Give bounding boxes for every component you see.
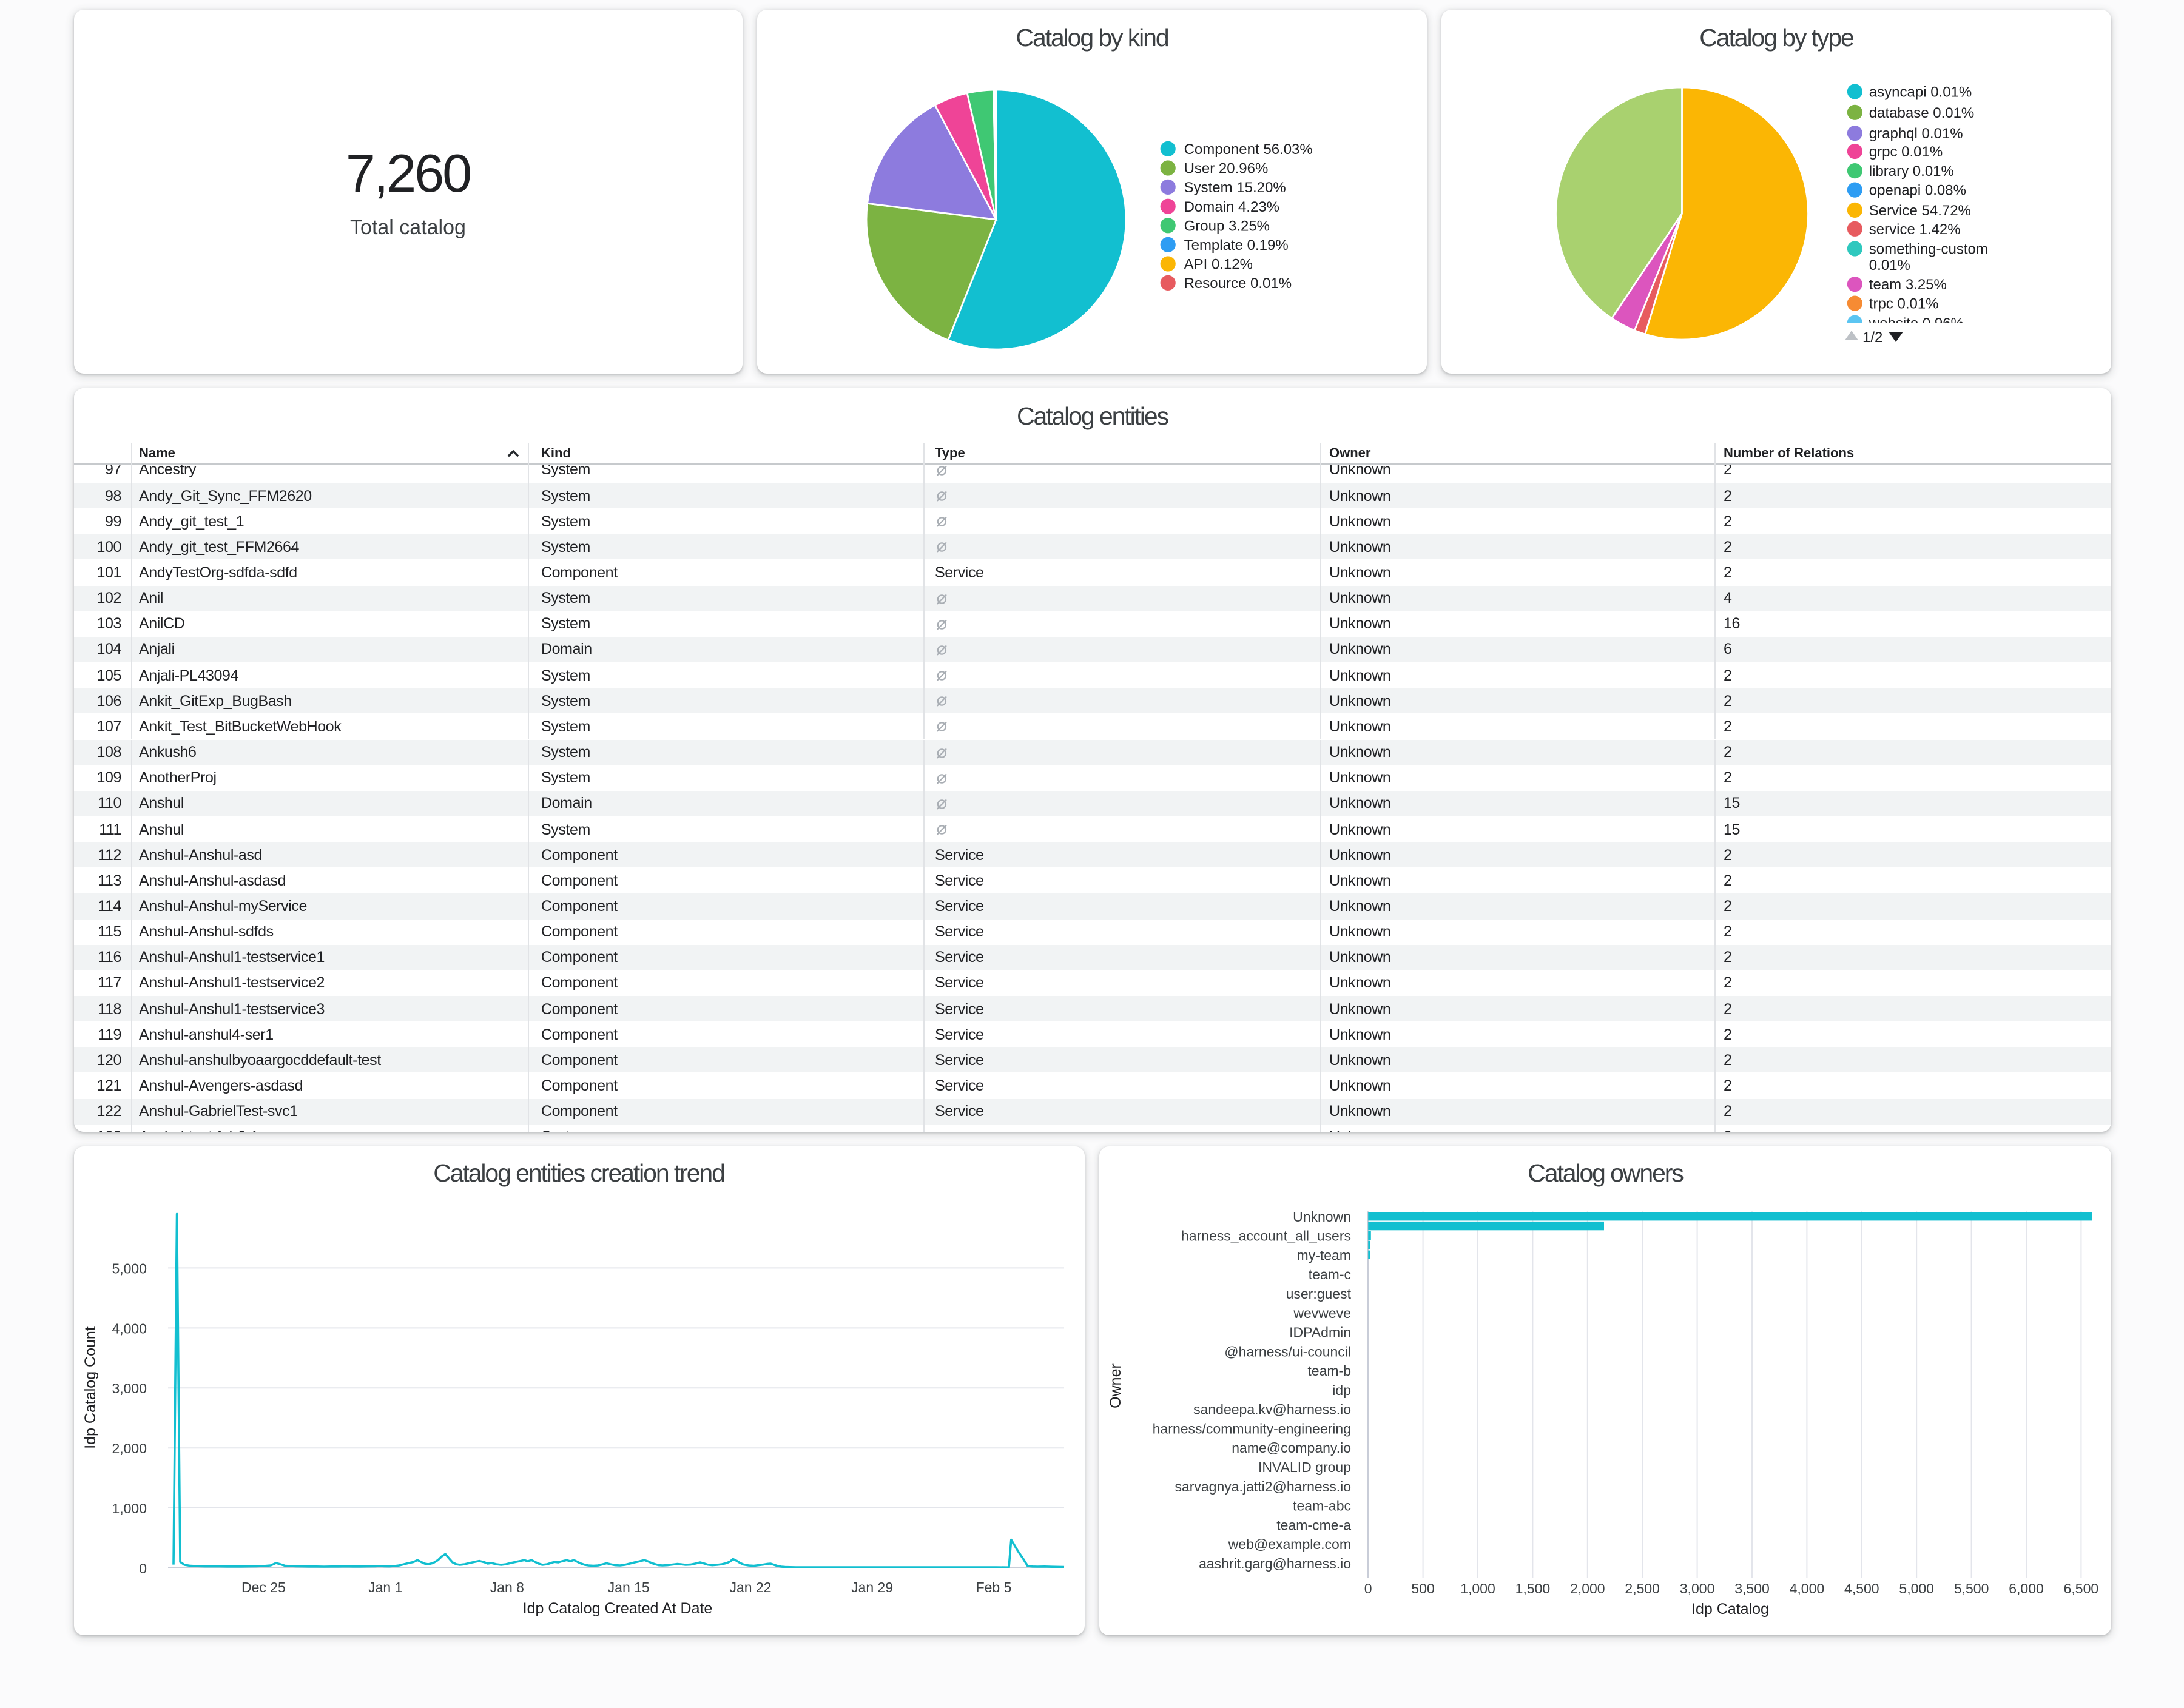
svg-text:web@example.com: web@example.com <box>1228 1536 1351 1552</box>
svg-text:Service 54.72%: Service 54.72% <box>1869 203 1971 219</box>
svg-text:500: 500 <box>1411 1580 1434 1596</box>
svg-text:Dec 25: Dec 25 <box>241 1579 285 1595</box>
svg-text:harness/community-engineering: harness/community-engineering <box>1153 1420 1351 1436</box>
svg-text:User 20.96%: User 20.96% <box>1184 161 1269 177</box>
svg-text:something-custom: something-custom <box>1869 241 1988 258</box>
svg-text:1/2: 1/2 <box>1862 329 1882 346</box>
svg-text:team-c: team-c <box>1309 1266 1351 1282</box>
svg-text:Idp Catalog: Idp Catalog <box>1691 1600 1769 1617</box>
svg-text:0.01%: 0.01% <box>1869 257 1910 274</box>
svg-text:Jan 22: Jan 22 <box>729 1579 770 1595</box>
svg-text:2,000: 2,000 <box>111 1440 146 1456</box>
svg-text:Idp Catalog Count: Idp Catalog Count <box>81 1326 98 1448</box>
svg-text:wevweve: wevweve <box>1293 1305 1351 1320</box>
svg-text:5,000: 5,000 <box>1899 1580 1934 1596</box>
svg-text:4,000: 4,000 <box>111 1320 146 1336</box>
svg-text:0: 0 <box>1364 1580 1372 1596</box>
svg-text:Jan 1: Jan 1 <box>368 1579 402 1595</box>
svg-text:my-team: my-team <box>1297 1246 1351 1262</box>
svg-text:6,000: 6,000 <box>2009 1580 2044 1596</box>
svg-text:sarvagnya.jatti2@harness.io: sarvagnya.jatti2@harness.io <box>1175 1478 1351 1494</box>
svg-text:Jan 29: Jan 29 <box>851 1579 892 1595</box>
svg-text:IDPAdmin: IDPAdmin <box>1289 1324 1351 1340</box>
svg-text:Template 0.19%: Template 0.19% <box>1184 237 1289 254</box>
svg-text:Domain 4.23%: Domain 4.23% <box>1184 199 1279 215</box>
svg-text:service 1.42%: service 1.42% <box>1869 221 1961 238</box>
svg-text:graphql 0.01%: graphql 0.01% <box>1869 126 1963 142</box>
svg-text:Resource 0.01%: Resource 0.01% <box>1184 275 1292 292</box>
svg-text:Component 56.03%: Component 56.03% <box>1184 141 1313 158</box>
svg-text:team 3.25%: team 3.25% <box>1869 277 1947 293</box>
svg-text:API 0.12%: API 0.12% <box>1184 257 1253 273</box>
svg-text:asyncapi 0.01%: asyncapi 0.01% <box>1869 84 1972 101</box>
svg-text:1,500: 1,500 <box>1515 1580 1551 1596</box>
svg-text:2,000: 2,000 <box>1570 1580 1605 1596</box>
svg-text:aashrit.garg@harness.io: aashrit.garg@harness.io <box>1199 1555 1351 1571</box>
svg-text:3,000: 3,000 <box>111 1380 146 1396</box>
svg-text:Unknown: Unknown <box>1293 1208 1351 1224</box>
svg-text:name@company.io: name@company.io <box>1232 1439 1351 1455</box>
svg-text:Jan 8: Jan 8 <box>490 1579 524 1595</box>
svg-text:sandeepa.kv@harness.io: sandeepa.kv@harness.io <box>1193 1401 1351 1417</box>
svg-text:grpc 0.01%: grpc 0.01% <box>1869 144 1943 160</box>
svg-text:team-abc: team-abc <box>1293 1498 1351 1513</box>
svg-text:4,000: 4,000 <box>1790 1580 1825 1596</box>
svg-text:5,500: 5,500 <box>1954 1580 1989 1596</box>
svg-text:5,000: 5,000 <box>111 1260 146 1276</box>
svg-text:3,000: 3,000 <box>1680 1580 1715 1596</box>
svg-text:1,000: 1,000 <box>1460 1580 1495 1596</box>
svg-text:1,000: 1,000 <box>111 1500 146 1516</box>
svg-text:0: 0 <box>138 1560 146 1576</box>
svg-text:idp: idp <box>1332 1382 1351 1397</box>
svg-text:team-b: team-b <box>1307 1362 1351 1378</box>
svg-text:@harness/ui-council: @harness/ui-council <box>1224 1343 1351 1359</box>
svg-text:3,500: 3,500 <box>1734 1580 1770 1596</box>
svg-text:Group 3.25%: Group 3.25% <box>1184 218 1270 234</box>
svg-text:Feb 5: Feb 5 <box>976 1579 1011 1595</box>
svg-text:database 0.01%: database 0.01% <box>1869 105 1974 121</box>
svg-text:Owner: Owner <box>1107 1363 1124 1408</box>
svg-text:library 0.01%: library 0.01% <box>1869 163 1954 180</box>
svg-text:openapi 0.08%: openapi 0.08% <box>1869 183 1966 199</box>
svg-text:team-cme-a: team-cme-a <box>1276 1516 1351 1532</box>
svg-text:System 15.20%: System 15.20% <box>1184 180 1286 196</box>
svg-text:harness_account_all_users: harness_account_all_users <box>1181 1228 1351 1243</box>
svg-text:4,500: 4,500 <box>1844 1580 1879 1596</box>
svg-text:Idp Catalog Created At Date: Idp Catalog Created At Date <box>522 1599 712 1616</box>
svg-text:6,500: 6,500 <box>2064 1580 2099 1596</box>
svg-text:trpc 0.01%: trpc 0.01% <box>1869 296 1939 312</box>
svg-text:Jan 15: Jan 15 <box>607 1579 649 1595</box>
svg-text:2,500: 2,500 <box>1625 1580 1660 1596</box>
svg-text:INVALID group: INVALID group <box>1258 1459 1351 1474</box>
svg-text:user:guest: user:guest <box>1286 1285 1352 1301</box>
